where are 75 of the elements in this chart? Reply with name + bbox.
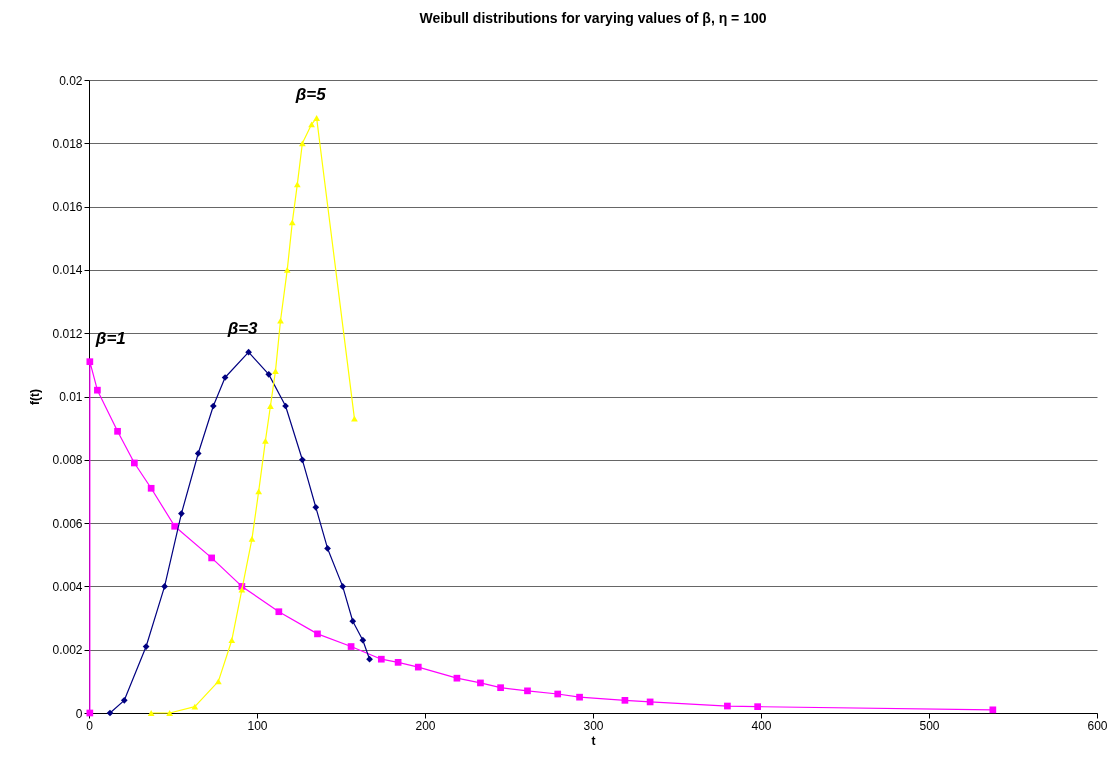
point	[262, 437, 269, 444]
point	[351, 415, 358, 422]
point	[724, 702, 731, 710]
y-tick-label: 0.014	[52, 263, 83, 278]
x-tick-label: 400	[751, 718, 772, 733]
point	[191, 703, 199, 710]
point	[414, 663, 422, 671]
y-tick-label: 0	[75, 706, 83, 721]
point	[524, 687, 531, 695]
point	[147, 484, 155, 492]
point	[754, 703, 761, 711]
point	[313, 115, 320, 121]
y-tick-label: 0.016	[52, 200, 83, 215]
point	[120, 696, 128, 704]
point	[208, 554, 215, 562]
point	[621, 696, 629, 704]
x-tick-label: 300	[583, 718, 604, 733]
y-tick-label: 0.008	[52, 453, 83, 468]
point	[215, 678, 222, 685]
point	[228, 637, 236, 644]
point	[989, 706, 997, 714]
y-tick-label: 0.01	[59, 390, 83, 404]
point	[283, 266, 291, 273]
point	[299, 456, 306, 464]
point	[324, 545, 331, 552]
point	[359, 636, 367, 644]
point	[267, 403, 274, 409]
point	[299, 140, 306, 147]
point	[394, 659, 402, 666]
point	[312, 503, 320, 511]
point	[114, 427, 121, 435]
point	[554, 690, 562, 698]
x-tick-label: 200	[415, 718, 436, 733]
x-tick-label: 0	[86, 718, 94, 733]
x-tick-label: 600	[1087, 718, 1108, 733]
point	[147, 710, 155, 716]
y-tick-label: 0.006	[52, 516, 83, 531]
y-tick-label: 0.018	[52, 136, 83, 151]
point	[209, 402, 217, 410]
point	[171, 522, 179, 530]
point	[161, 583, 168, 590]
point	[178, 510, 185, 517]
point	[245, 348, 252, 356]
point	[576, 693, 583, 701]
point	[106, 709, 114, 717]
y-tick-label: 0.02	[59, 73, 83, 88]
point	[248, 536, 256, 542]
chart-title: Weibull distributions for varying values of β, η = 100	[419, 10, 767, 26]
point	[265, 370, 273, 378]
point	[314, 630, 321, 638]
point	[349, 617, 357, 625]
point	[366, 655, 373, 663]
point	[347, 643, 355, 650]
y-axis-title: f(t)	[28, 389, 43, 405]
point	[477, 679, 484, 687]
y-tick-label: 0.012	[52, 326, 83, 341]
point	[497, 684, 504, 692]
x-axis-title: t	[591, 733, 596, 748]
y-tick-label: 0.002	[52, 643, 83, 658]
point	[166, 710, 173, 716]
point	[86, 358, 94, 366]
point	[453, 674, 461, 682]
point	[131, 459, 138, 467]
point	[308, 121, 315, 128]
point	[194, 450, 202, 457]
y-tick-label: 0.004	[52, 579, 83, 594]
series-label: β=1	[94, 328, 126, 348]
x-tick-label: 500	[919, 718, 940, 733]
series-label: β=5	[294, 84, 327, 104]
x-tick-label: 100	[247, 718, 268, 733]
point	[272, 368, 279, 375]
point	[339, 583, 347, 590]
point	[94, 386, 101, 394]
point	[377, 655, 385, 663]
point	[275, 608, 283, 616]
